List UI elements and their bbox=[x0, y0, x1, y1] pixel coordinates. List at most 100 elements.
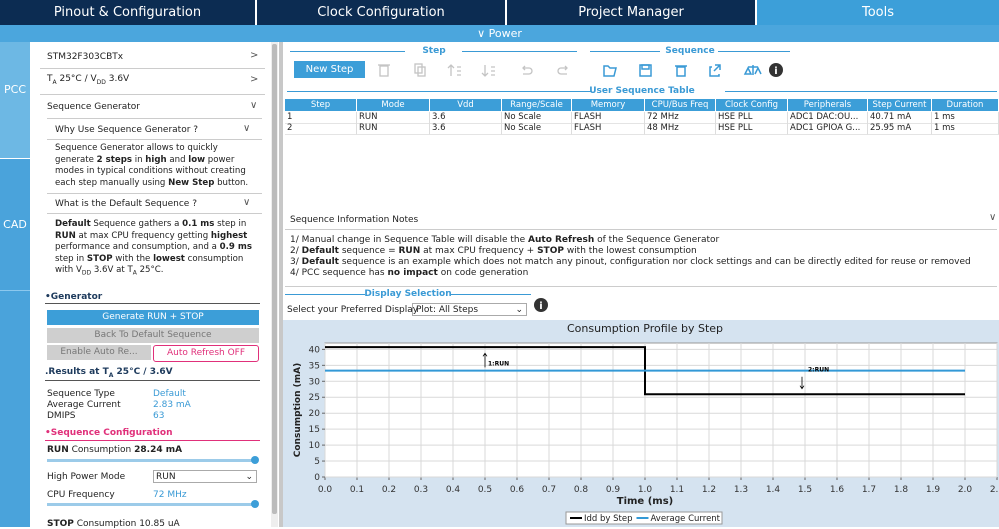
table-cell[interactable]: RUN bbox=[357, 112, 430, 124]
table-cell[interactable]: 2 bbox=[285, 123, 357, 135]
new-step-button[interactable]: New Step bbox=[294, 61, 365, 78]
generate-button[interactable]: Generate RUN + STOP bbox=[47, 310, 259, 325]
chevron[interactable]: ∨ bbox=[243, 123, 251, 134]
tab[interactable]: Project Manager bbox=[507, 0, 755, 25]
notes-title[interactable]: Sequence Information Notes bbox=[290, 215, 419, 225]
table-cell[interactable]: 25.95 mA bbox=[868, 123, 932, 135]
open-icon[interactable] bbox=[603, 65, 617, 77]
note-line: 4/ PCC sequence has no impact on code ge… bbox=[290, 268, 528, 278]
section-title[interactable]: Why Use Sequence Generator ? bbox=[55, 125, 199, 135]
table-cell[interactable]: 48 MHz bbox=[645, 123, 716, 135]
table-cell[interactable]: No Scale bbox=[502, 123, 572, 135]
chevron[interactable]: ∨ bbox=[243, 197, 251, 208]
power-bar[interactable]: ∨ Power bbox=[0, 25, 999, 42]
table-cell[interactable]: ADC1 GPIOA G... bbox=[788, 123, 868, 135]
delete-sequence-icon[interactable] bbox=[675, 65, 687, 77]
chevron[interactable]: ∨ bbox=[250, 100, 258, 111]
table-cell[interactable]: 72 MHz bbox=[645, 112, 716, 124]
tab[interactable]: Clock Configuration bbox=[257, 0, 505, 25]
field-label: CPU Frequency bbox=[47, 490, 115, 500]
enable-button[interactable]: Enable Auto Re... bbox=[47, 345, 151, 360]
column-header: CPU/Bus Freq bbox=[645, 99, 716, 111]
result-label: Sequence Type bbox=[47, 389, 115, 399]
table-cell[interactable]: 3.6 bbox=[430, 112, 502, 124]
slider[interactable] bbox=[47, 459, 255, 462]
table-cell[interactable]: 1 bbox=[285, 112, 357, 124]
splitter[interactable] bbox=[279, 42, 283, 527]
text-segment: 1/ Manual change in Sequence Table will … bbox=[290, 235, 529, 245]
y-tick-label: 5 bbox=[314, 457, 320, 467]
x-tick-label: 0.5 bbox=[478, 485, 492, 495]
back-button[interactable]: Back To Default Sequence bbox=[47, 328, 259, 343]
chart: Consumption Profile by Step 0.0 0.1 0.2 0.3 0… bbox=[283, 320, 999, 527]
section-title[interactable]: What is the Default Sequence ? bbox=[55, 199, 197, 209]
text-segment: high bbox=[145, 154, 167, 165]
table-cell[interactable]: FLASH bbox=[572, 112, 645, 124]
text-segment: lowest bbox=[153, 253, 185, 264]
table-cell[interactable]: HSE PLL bbox=[716, 123, 788, 135]
text-segment: performance and consumption, and a bbox=[55, 242, 220, 253]
auto-refresh-button[interactable]: Auto Refresh OFF bbox=[153, 345, 259, 362]
tab[interactable]: Pinout & Configuration bbox=[0, 0, 255, 25]
x-tick-label: 0.3 bbox=[414, 485, 428, 495]
text-segment: at max CPU frequency getting bbox=[75, 230, 211, 241]
table-cell[interactable]: RUN bbox=[357, 123, 430, 135]
x-tick-label: 1.1 bbox=[670, 485, 684, 495]
select[interactable]: RUN ⌄ bbox=[153, 470, 257, 483]
section-title[interactable]: Sequence Generator bbox=[47, 102, 140, 112]
compare-icon[interactable] bbox=[743, 65, 762, 75]
svg-text:i: i bbox=[774, 66, 777, 77]
text-segment: no impact bbox=[387, 268, 438, 278]
text-segment: 25°C. bbox=[136, 265, 164, 276]
save-icon[interactable] bbox=[639, 64, 652, 77]
chevron[interactable]: > bbox=[250, 50, 259, 61]
table-cell[interactable]: HSE PLL bbox=[716, 112, 788, 124]
export-icon[interactable] bbox=[709, 64, 721, 77]
table-cell[interactable]: 1 ms bbox=[932, 123, 999, 135]
redo-icon[interactable] bbox=[557, 65, 568, 75]
slider-thumb[interactable] bbox=[251, 500, 259, 508]
annotation-arrow bbox=[799, 376, 805, 390]
field-value: 72 MHz bbox=[153, 490, 187, 500]
tab[interactable]: Tools bbox=[757, 0, 999, 25]
move-up-icon[interactable] bbox=[447, 64, 461, 76]
chevron[interactable]: ∨ bbox=[989, 212, 997, 223]
side-tab[interactable]: CAD bbox=[3, 218, 27, 231]
delete-step-icon[interactable] bbox=[378, 64, 390, 77]
text-segment: A bbox=[52, 78, 57, 86]
divider bbox=[47, 193, 262, 194]
x-tick-label: 2.0 bbox=[958, 485, 973, 495]
display-select[interactable]: Plot: All Steps ⌄ bbox=[412, 303, 527, 316]
table-cell[interactable]: 3.6 bbox=[430, 123, 502, 135]
text-segment: low bbox=[188, 154, 206, 165]
chevron[interactable]: > bbox=[250, 74, 259, 85]
slider[interactable] bbox=[47, 503, 255, 506]
slider-thumb[interactable] bbox=[251, 456, 259, 464]
y-tick-label: 10 bbox=[309, 441, 321, 451]
table-cell[interactable]: FLASH bbox=[572, 123, 645, 135]
rule bbox=[290, 51, 405, 52]
text-segment: 25°C / V bbox=[56, 74, 97, 84]
x-tick-label: 2.1 bbox=[990, 485, 999, 495]
x-axis-label: Time (ms) bbox=[617, 496, 673, 507]
side-tab[interactable]: PCC bbox=[0, 42, 30, 158]
table-cell[interactable]: 40.71 mA bbox=[868, 112, 932, 124]
move-down-icon[interactable] bbox=[481, 65, 495, 77]
mcu[interactable]: STM32F303CBTx bbox=[47, 52, 124, 62]
info-icon[interactable]: i bbox=[769, 63, 783, 77]
column-header: Step bbox=[285, 99, 357, 111]
result-value: 2.83 mA bbox=[153, 400, 191, 410]
conditions[interactable]: TA 25°C / VDD 3.6V bbox=[47, 74, 129, 86]
y-tick-label: 25 bbox=[309, 393, 320, 403]
text-segment: in bbox=[131, 154, 146, 165]
scrollbar-thumb[interactable] bbox=[272, 44, 277, 514]
text-segment: 4/ PCC sequence has bbox=[290, 268, 388, 278]
table-cell[interactable]: ADC1 DAC:OU... bbox=[788, 112, 868, 124]
text-segment: highest bbox=[210, 230, 248, 241]
duplicate-icon[interactable] bbox=[414, 63, 426, 77]
y-tick-label: 35 bbox=[309, 361, 320, 371]
info-icon[interactable]: i bbox=[534, 298, 550, 314]
divider bbox=[45, 303, 260, 304]
undo-icon[interactable] bbox=[522, 65, 533, 75]
table-cell[interactable]: No Scale bbox=[502, 112, 572, 124]
